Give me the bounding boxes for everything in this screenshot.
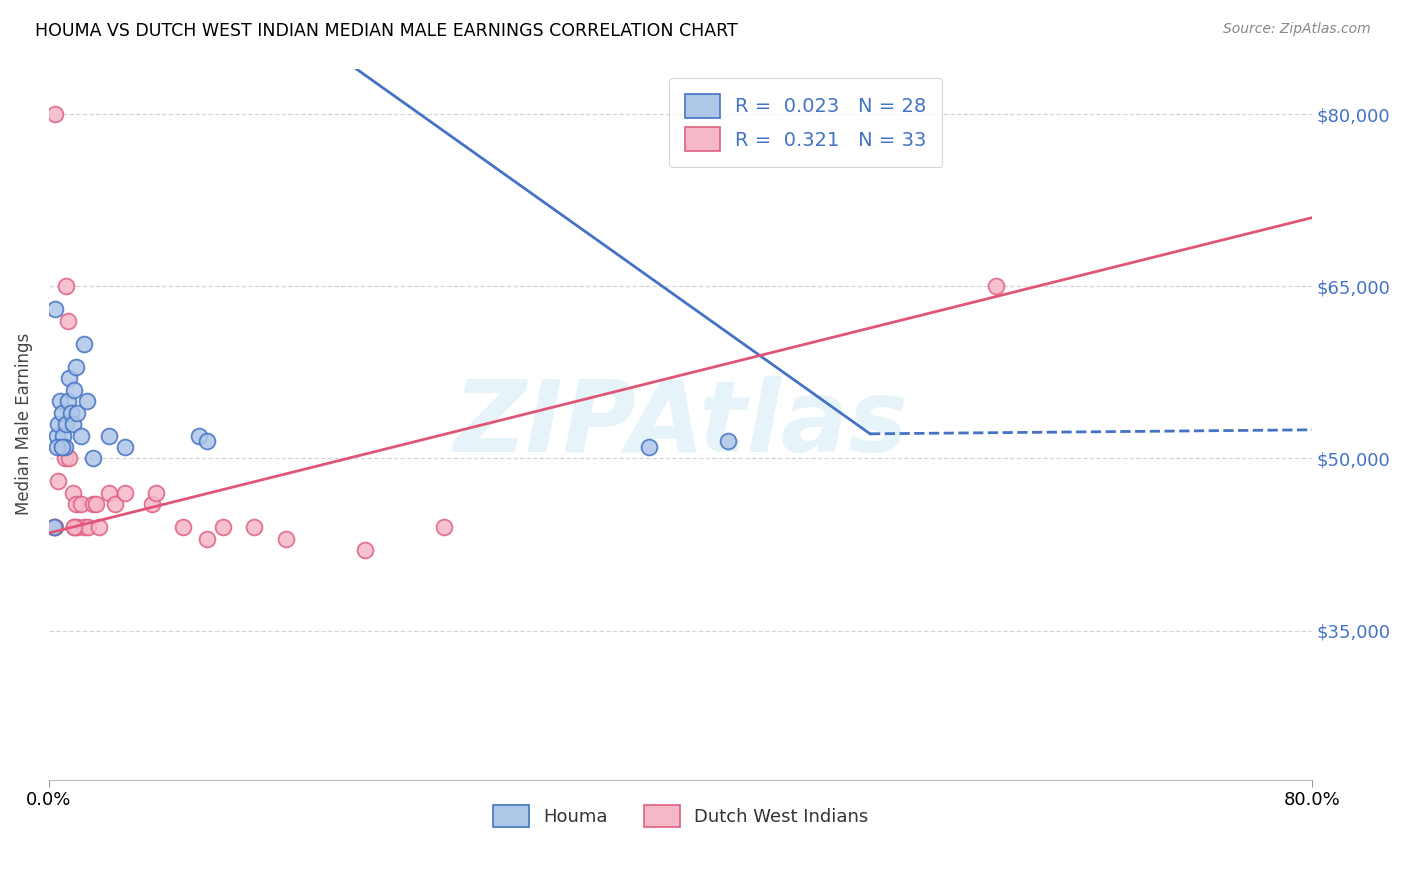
Point: [51, 406, 73, 420]
Point: [55, 279, 77, 293]
Point: [717, 434, 740, 449]
Point: [82, 497, 104, 511]
Point: [195, 434, 218, 449]
Point: [243, 520, 266, 534]
Point: [65, 497, 87, 511]
Legend: Houma, Dutch West Indians: Houma, Dutch West Indians: [485, 798, 876, 835]
Point: [145, 486, 167, 500]
Point: [141, 497, 163, 511]
Point: [89, 520, 111, 534]
Point: [45, 428, 67, 442]
Point: [274, 532, 297, 546]
Point: [62, 417, 84, 431]
Point: [55, 417, 77, 431]
Point: [73, 336, 96, 351]
Point: [42, 520, 65, 534]
Point: [114, 486, 136, 500]
Point: [63, 520, 86, 534]
Point: [58, 451, 80, 466]
Point: [433, 520, 456, 534]
Point: [353, 543, 375, 558]
Text: Source: ZipAtlas.com: Source: ZipAtlas.com: [1223, 22, 1371, 37]
Point: [69, 497, 91, 511]
Point: [44, 520, 66, 534]
Point: [51, 440, 73, 454]
Point: [63, 383, 86, 397]
Point: [98, 486, 121, 500]
Point: [53, 440, 76, 454]
Text: HOUMA VS DUTCH WEST INDIAN MEDIAN MALE EARNINGS CORRELATION CHART: HOUMA VS DUTCH WEST INDIAN MEDIAN MALE E…: [35, 22, 738, 40]
Point: [195, 532, 218, 546]
Point: [56, 394, 79, 409]
Point: [49, 394, 72, 409]
Point: [65, 359, 87, 374]
Y-axis label: Median Male Earnings: Median Male Earnings: [15, 333, 32, 516]
Point: [86, 497, 108, 511]
Point: [69, 428, 91, 442]
Point: [986, 279, 1008, 293]
Point: [73, 520, 96, 534]
Point: [44, 107, 66, 121]
Point: [44, 302, 66, 317]
Point: [66, 520, 89, 534]
Point: [77, 520, 100, 534]
Point: [56, 314, 79, 328]
Point: [114, 440, 136, 454]
Point: [58, 371, 80, 385]
Point: [48, 417, 70, 431]
Point: [66, 406, 89, 420]
Point: [76, 394, 98, 409]
Point: [172, 520, 194, 534]
Point: [104, 497, 127, 511]
Point: [82, 451, 104, 466]
Point: [63, 520, 86, 534]
Point: [98, 428, 121, 442]
Point: [53, 451, 76, 466]
Point: [45, 440, 67, 454]
Text: ZIPAtlas: ZIPAtlas: [453, 376, 908, 473]
Point: [42, 520, 65, 534]
Point: [52, 428, 75, 442]
Point: [188, 428, 211, 442]
Point: [638, 440, 661, 454]
Point: [60, 406, 83, 420]
Point: [51, 440, 73, 454]
Point: [211, 520, 233, 534]
Point: [62, 486, 84, 500]
Point: [48, 475, 70, 489]
